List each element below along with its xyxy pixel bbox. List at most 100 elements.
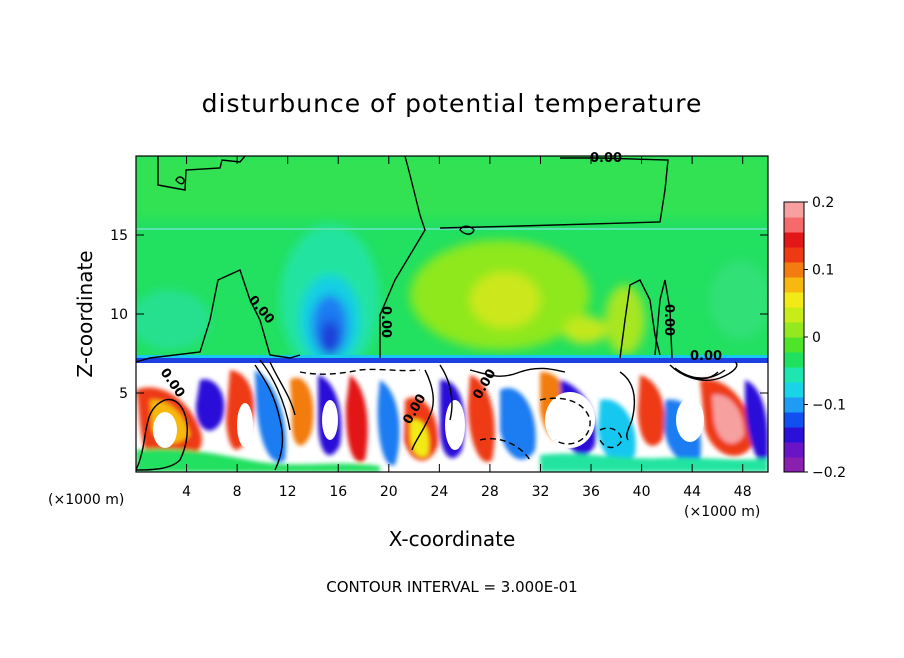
- x-tick-label: 36: [582, 484, 600, 500]
- bl-contour: [136, 398, 188, 471]
- bl-contour: [254, 364, 284, 471]
- patch: [598, 399, 636, 462]
- colorbar-swatch: [784, 247, 804, 263]
- x-tick-label: 4: [182, 484, 191, 500]
- colorbar-tick-label: 0.1: [812, 263, 834, 279]
- eddy: [445, 400, 465, 450]
- patch: [410, 419, 430, 458]
- y-tick-label: 10: [110, 307, 128, 323]
- zero-contour: [439, 157, 669, 229]
- patch: [290, 377, 314, 446]
- colorbar: [784, 202, 804, 473]
- colorbar-swatch: [784, 277, 804, 293]
- eddy: [545, 392, 595, 448]
- colorbar-swatch: [784, 262, 804, 278]
- patch: [500, 388, 536, 460]
- patch: [136, 448, 380, 472]
- colorbar-swatch: [784, 232, 804, 248]
- colorbar-swatch: [784, 322, 804, 338]
- colorbar-swatch: [784, 382, 804, 398]
- colorbar-swatch: [784, 427, 804, 443]
- contour-labels: 0.00 0.00 0.00 0.00 0.00 0.00 0.00 0.00: [157, 151, 722, 427]
- colorbar-swatch: [784, 292, 804, 308]
- contour-lines: [136, 156, 738, 471]
- x-tick-label: 8: [233, 484, 242, 500]
- bl-contour: [469, 367, 566, 377]
- bl-contour: [479, 438, 531, 461]
- x-tick-label: 44: [683, 484, 701, 500]
- x-axis-label: X-coordinate: [389, 527, 516, 551]
- x-tick-label: 16: [329, 484, 347, 500]
- patch: [255, 370, 286, 462]
- x-tick-label: 12: [279, 484, 297, 500]
- colorbar-swatch: [784, 307, 804, 323]
- patch: [638, 375, 665, 446]
- patch: [712, 394, 744, 444]
- turbulence-white-eddies: [153, 392, 704, 450]
- x-unit-label: (×1000 m): [684, 504, 760, 520]
- bl-contour: [411, 369, 434, 451]
- patch: [540, 453, 768, 472]
- colorbar-tick-label: −0.1: [812, 398, 846, 414]
- x-tick-label: 24: [430, 484, 448, 500]
- patch: [745, 380, 768, 470]
- cold-core-2: [320, 320, 340, 356]
- zero-contour: [654, 279, 673, 359]
- zero-contour: [175, 176, 185, 185]
- x-tick-label: 40: [633, 484, 651, 500]
- bl-contour: [259, 359, 291, 431]
- patch: [195, 379, 225, 431]
- bl-contour: [269, 361, 296, 416]
- x-tick-label: 20: [380, 484, 398, 500]
- bl-contour: [299, 368, 421, 375]
- x-tick-label: 32: [532, 484, 550, 500]
- colorbar-swatch: [784, 337, 804, 353]
- colorbar-tick-label: 0: [812, 330, 821, 346]
- contour-interval-footer: CONTOUR INTERVAL = 3.000E-01: [326, 578, 577, 596]
- warm-core: [470, 272, 540, 328]
- tropopause-line: [136, 228, 768, 230]
- colorbar-swatch: [784, 412, 804, 428]
- zero-contour: [379, 156, 426, 358]
- cool-edge-right: [710, 260, 768, 340]
- contour-label: 0.00: [590, 151, 622, 166]
- y-unit-label: (×1000 m): [48, 492, 124, 508]
- colorbar-swatch: [784, 397, 804, 413]
- cool-edge-left: [136, 290, 210, 350]
- chart-title: disturbunce of potential temperature: [202, 89, 703, 118]
- eddy: [322, 400, 338, 440]
- y-tick-label: 5: [119, 386, 128, 402]
- heatmap-field: [136, 156, 768, 472]
- x-tick-label: 48: [734, 484, 752, 500]
- contour-label: 0.00: [378, 306, 393, 338]
- contour-label: 0.00: [661, 304, 676, 336]
- bl-contour: [439, 364, 453, 421]
- bl-contour: [674, 367, 726, 379]
- zero-contour: [619, 279, 661, 359]
- x-axis-ticks: 4 8 12 16 20 24 28 32 36 40 44 48: [182, 156, 752, 500]
- warm-spot: [563, 316, 607, 344]
- eddy: [676, 398, 704, 442]
- bl-contour: [539, 397, 591, 445]
- patch: [377, 380, 400, 466]
- inversion-band-inner: [136, 358, 768, 363]
- eddy: [153, 412, 177, 448]
- colorbar-swatch: [784, 217, 804, 233]
- bl-contour: [679, 371, 719, 380]
- y-axis-ticks: 5 10 15: [110, 228, 768, 402]
- colorbar-tick-label: 0.2: [812, 195, 834, 211]
- colorbar-swatch: [784, 352, 804, 368]
- eddy: [237, 403, 253, 447]
- colorbar-swatch: [784, 202, 804, 218]
- colorbar-swatch: [784, 367, 804, 383]
- colorbar-swatch: [784, 442, 804, 458]
- patch: [345, 375, 368, 462]
- colorbar-tick-label: −0.2: [812, 465, 846, 481]
- contour-label: 0.00: [690, 349, 722, 364]
- patch: [468, 375, 495, 462]
- upper-band: [136, 156, 768, 218]
- colorbar-ticks: 0.2 0.1 0 −0.1 −0.2: [804, 195, 846, 481]
- bl-contour: [619, 371, 636, 441]
- colorbar-swatch: [784, 457, 804, 473]
